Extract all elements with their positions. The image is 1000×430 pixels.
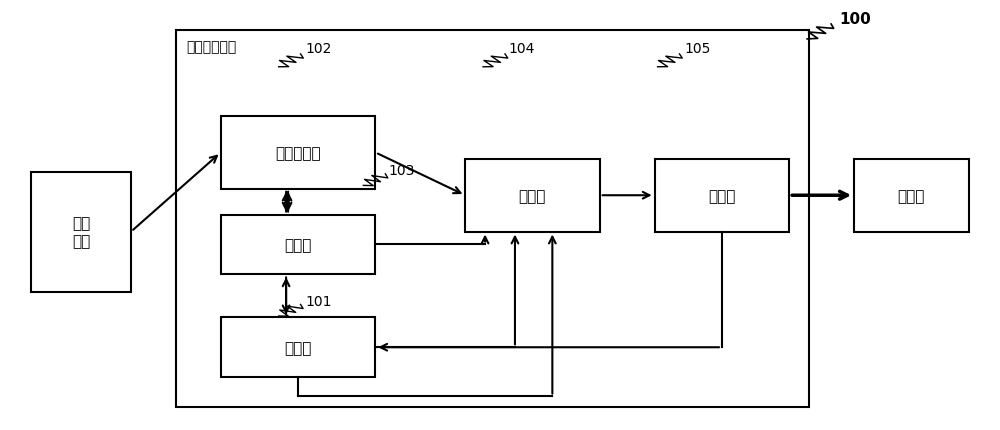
- Text: 控制部: 控制部: [708, 188, 736, 203]
- Text: 摄像
装置: 摄像 装置: [72, 216, 90, 248]
- Text: 100: 100: [839, 12, 871, 27]
- Text: 102: 102: [306, 42, 332, 56]
- Text: 致动器: 致动器: [898, 188, 925, 203]
- Text: 103: 103: [388, 164, 415, 178]
- Bar: [221, 215, 375, 275]
- Bar: [31, 172, 131, 292]
- Text: 通信部: 通信部: [284, 340, 312, 355]
- Text: 101: 101: [306, 294, 332, 308]
- Bar: [465, 160, 600, 232]
- Bar: [655, 160, 789, 232]
- Bar: [854, 160, 969, 232]
- Text: 判定部: 判定部: [519, 188, 546, 203]
- Text: 车辆辅助装置: 车辆辅助装置: [186, 40, 236, 54]
- Bar: [221, 117, 375, 189]
- Text: 105: 105: [684, 42, 711, 56]
- Bar: [176, 31, 809, 407]
- Text: 图像解析部: 图像解析部: [275, 146, 321, 160]
- Bar: [221, 317, 375, 378]
- Text: 104: 104: [508, 42, 534, 56]
- Text: 指示部: 指示部: [284, 237, 312, 252]
